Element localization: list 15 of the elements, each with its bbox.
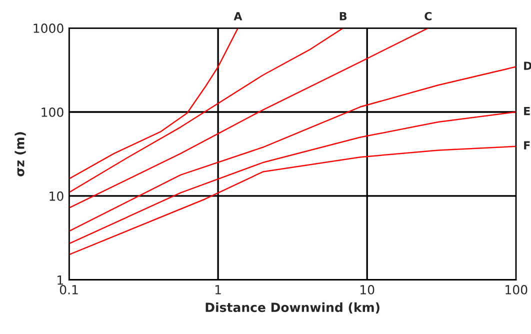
y-tick-label: 1000 <box>34 24 64 33</box>
y-axis-title: σz (m) <box>14 132 26 176</box>
series-label: E <box>524 106 530 116</box>
y-tick-label: 1 <box>58 276 64 285</box>
series-label: C <box>424 12 432 20</box>
x-tick-label: 0.1 <box>60 284 78 294</box>
y-tick-label: 100 <box>42 107 64 117</box>
series-label: B <box>340 12 347 20</box>
series-label: F <box>524 141 530 150</box>
x-axis-title: Distance Downwind (km) <box>206 302 380 314</box>
y-tick-label: 10 <box>50 191 64 201</box>
x-tick-label: 100 <box>506 284 528 294</box>
x-tick-label: 10 <box>360 284 374 294</box>
x-tick-label: 1 <box>215 285 221 294</box>
series-label: A <box>234 12 242 20</box>
